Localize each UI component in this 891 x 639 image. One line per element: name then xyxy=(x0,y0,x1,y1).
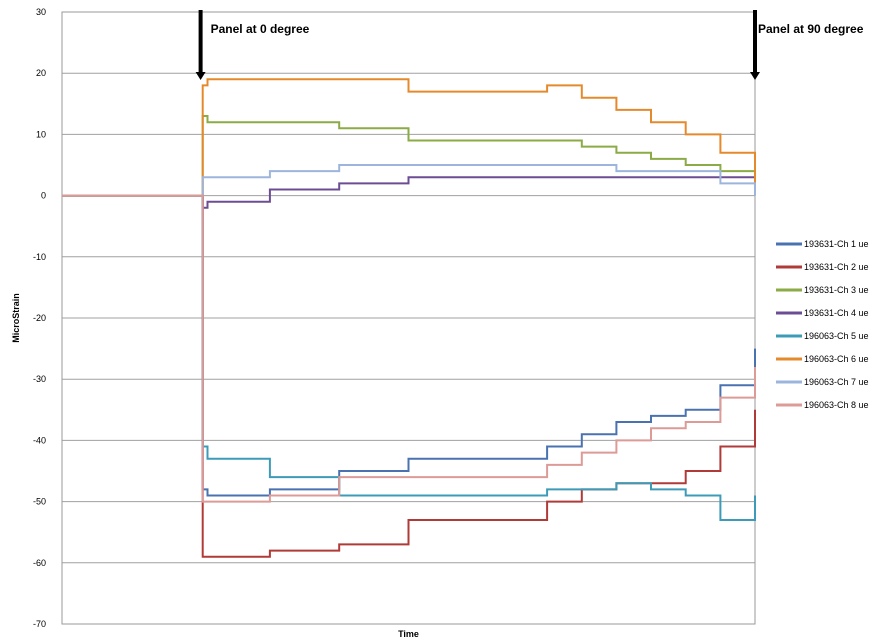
plot-area xyxy=(61,11,756,625)
y-tick-label: 30 xyxy=(36,7,46,17)
legend-label: 193631-Ch 4 ue xyxy=(804,308,869,318)
x-axis-title: Time xyxy=(398,629,419,639)
annotation-label: Panel at 90 degree xyxy=(758,22,864,36)
series-line-1 xyxy=(62,194,756,497)
legend-label: 196063-Ch 6 ue xyxy=(804,354,869,364)
annotation-arrow-head xyxy=(750,72,760,80)
legend-label: 193631-Ch 3 ue xyxy=(804,285,869,295)
series-line-7 xyxy=(62,164,756,197)
series-line-6 xyxy=(62,78,756,197)
y-tick-label: -50 xyxy=(33,497,46,507)
y-tick-label: -20 xyxy=(33,313,46,323)
series-lines xyxy=(62,78,756,558)
annotations: Panel at 0 degree Panel at 90 degree xyxy=(195,10,864,80)
series-line-5 xyxy=(62,194,756,521)
legend-label: 196063-Ch 8 ue xyxy=(804,400,869,410)
legend: 193631-Ch 1 ue 193631-Ch 2 ue 193631-Ch 3 … xyxy=(776,239,869,410)
series-line-8 xyxy=(62,194,756,503)
y-tick-label: -30 xyxy=(33,374,46,384)
y-axis-ticks: 30 20 10 0 -10 -20 -30 -40 -50 -60 -70 xyxy=(33,7,46,629)
annotation-arrow-head xyxy=(195,72,206,80)
y-tick-label: 20 xyxy=(36,68,46,78)
y-tick-label: -60 xyxy=(33,558,46,568)
legend-label: 196063-Ch 5 ue xyxy=(804,331,869,341)
legend-label: 196063-Ch 7 ue xyxy=(804,377,869,387)
series-line-2 xyxy=(62,194,756,558)
series-line-3 xyxy=(62,115,756,197)
annotation-label: Panel at 0 degree xyxy=(211,22,310,36)
y-tick-label: 0 xyxy=(41,191,46,201)
legend-label: 193631-Ch 2 ue xyxy=(804,262,869,272)
y-tick-label: -10 xyxy=(33,252,46,262)
y-tick-label: 10 xyxy=(36,129,46,139)
y-tick-label: -70 xyxy=(33,619,46,629)
y-axis-title: MicroStrain xyxy=(11,293,21,343)
legend-label: 193631-Ch 1 ue xyxy=(804,239,869,249)
y-tick-label: -40 xyxy=(33,435,46,445)
series-line-4 xyxy=(62,176,756,209)
